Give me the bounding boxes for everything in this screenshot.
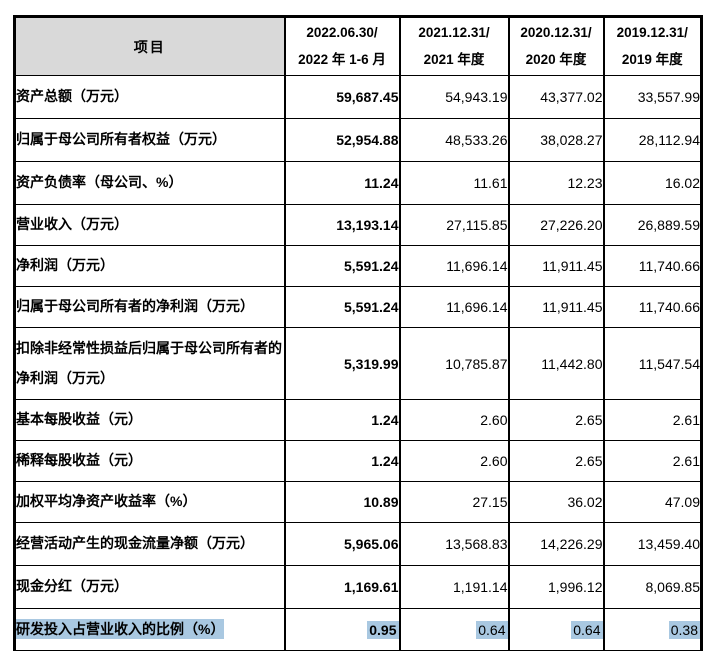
cell-value: 2.65 [507,440,605,482]
column-header-2020: 2020.12.31/ 2020 年度 [507,16,605,76]
period-label: 2022 年 1-6 月 [298,52,386,67]
cell-value: 11,911.45 [507,286,605,328]
table-row: 加权平均净资产收益率（%） 10.89 27.15 36.02 47.09 [13,481,703,523]
cell-value: 33,557.99 [602,75,703,119]
cell-value: 48,533.26 [398,118,510,162]
cell-value: 2.61 [602,399,703,441]
highlighted-text: 0.64 [571,620,603,639]
cell-value: 13,459.40 [602,522,703,566]
row-label: 营业收入（万元） [13,204,286,246]
table-row: 资产总额（万元） 59,687.45 54,943.19 43,377.02 3… [13,75,703,119]
cell-value: 14,226.29 [507,522,605,566]
column-header-2022: 2022.06.30/ 2022 年 1-6 月 [283,16,401,76]
table-row: 基本每股收益（元） 1.24 2.60 2.65 2.61 [13,399,703,441]
cell-value: 16.02 [602,161,703,205]
cell-value: 11,442.80 [507,327,605,400]
cell-value: 11,740.66 [602,286,703,328]
cell-value: 8,069.85 [602,565,703,609]
column-header-2019: 2019.12.31/ 2019 年度 [602,16,703,76]
column-header-item: 项目 [13,16,286,76]
column-header-2021: 2021.12.31/ 2021 年度 [398,16,510,76]
table-row: 现金分红（万元） 1,169.61 1,191.14 1,996.12 8,06… [13,565,703,609]
highlighted-text: 0.95 [367,620,399,639]
cell-value: 43,377.02 [507,75,605,119]
period-label: 2021 年度 [423,52,485,67]
row-label: 研发投入占营业收入的比例（%） [13,608,286,651]
table-row: 净利润（万元） 5,591.24 11,696.14 11,911.45 11,… [13,245,703,287]
cell-value: 11.24 [283,161,401,205]
cell-value: 11,911.45 [507,245,605,287]
cell-value: 13,193.14 [283,204,401,246]
cell-value: 1,191.14 [398,565,510,609]
row-label: 经营活动产生的现金流量净额（万元） [13,522,286,566]
cell-value: 36.02 [507,481,605,523]
cell-value: 0.38 [602,608,703,651]
cell-value: 38,028.27 [507,118,605,162]
cell-value: 28,112.94 [602,118,703,162]
table-row: 归属于母公司所有者权益（万元） 52,954.88 48,533.26 38,0… [13,118,703,162]
row-label: 归属于母公司所有者的净利润（万元） [13,286,286,328]
cell-value: 1,996.12 [507,565,605,609]
period-label: 2020 年度 [525,52,587,67]
cell-value: 11.61 [398,161,510,205]
cell-value: 52,954.88 [283,118,401,162]
period-date: 2019.12.31/ [616,25,688,40]
cell-value: 11,740.66 [602,245,703,287]
cell-value: 11,696.14 [398,245,510,287]
cell-value: 47.09 [602,481,703,523]
cell-value: 12.23 [507,161,605,205]
highlighted-text: 研发投入占营业收入的比例（%） [16,618,225,639]
cell-value: 0.64 [398,608,510,651]
cell-value: 11,696.14 [398,286,510,328]
cell-value: 27.15 [398,481,510,523]
financial-summary-table: 项目 2022.06.30/ 2022 年 1-6 月 2021.12.31/ … [13,15,703,651]
table-row-highlighted: 研发投入占营业收入的比例（%） 0.95 0.64 0.64 0.38 [13,608,703,651]
cell-value: 59,687.45 [283,75,401,119]
period-label: 2019 年度 [621,52,683,67]
highlighted-text: 0.64 [476,620,508,639]
cell-value: 13,568.83 [398,522,510,566]
row-label: 归属于母公司所有者权益（万元） [13,118,286,162]
table-row: 资产负债率（母公司、%） 11.24 11.61 12.23 16.02 [13,161,703,205]
highlighted-text: 0.38 [668,620,700,639]
cell-value: 2.65 [507,399,605,441]
cell-value: 10,785.87 [398,327,510,400]
row-label: 稀释每股收益（元） [13,440,286,482]
row-label: 基本每股收益（元） [13,399,286,441]
cell-value: 54,943.19 [398,75,510,119]
cell-value: 2.61 [602,440,703,482]
row-label: 现金分红（万元） [13,565,286,609]
header-row: 项目 2022.06.30/ 2022 年 1-6 月 2021.12.31/ … [13,16,703,76]
period-date: 2022.06.30/ [306,25,378,40]
cell-value: 11,547.54 [602,327,703,400]
cell-value: 1.24 [283,440,401,482]
table-row: 扣除非经常性损益后归属于母公司所有者的净利润（万元） 5,319.99 10,7… [13,327,703,400]
row-label: 扣除非经常性损益后归属于母公司所有者的净利润（万元） [13,327,286,400]
table-row: 营业收入（万元） 13,193.14 27,115.85 27,226.20 2… [13,204,703,246]
cell-value: 26,889.59 [602,204,703,246]
cell-value: 1.24 [283,399,401,441]
cell-value: 27,115.85 [398,204,510,246]
cell-value: 0.95 [283,608,401,651]
cell-value: 0.64 [507,608,605,651]
period-date: 2021.12.31/ [418,25,490,40]
cell-value: 2.60 [398,440,510,482]
period-date: 2020.12.31/ [520,25,592,40]
cell-value: 5,591.24 [283,286,401,328]
row-label: 资产负债率（母公司、%） [13,161,286,205]
cell-value: 2.60 [398,399,510,441]
cell-value: 27,226.20 [507,204,605,246]
row-label: 净利润（万元） [13,245,286,287]
cell-value: 1,169.61 [283,565,401,609]
cell-value: 10.89 [283,481,401,523]
cell-value: 5,591.24 [283,245,401,287]
cell-value: 5,965.06 [283,522,401,566]
table-row: 归属于母公司所有者的净利润（万元） 5,591.24 11,696.14 11,… [13,286,703,328]
table-row: 经营活动产生的现金流量净额（万元） 5,965.06 13,568.83 14,… [13,522,703,566]
row-label: 资产总额（万元） [13,75,286,119]
table-row: 稀释每股收益（元） 1.24 2.60 2.65 2.61 [13,440,703,482]
cell-value: 5,319.99 [283,327,401,400]
row-label: 加权平均净资产收益率（%） [13,481,286,523]
